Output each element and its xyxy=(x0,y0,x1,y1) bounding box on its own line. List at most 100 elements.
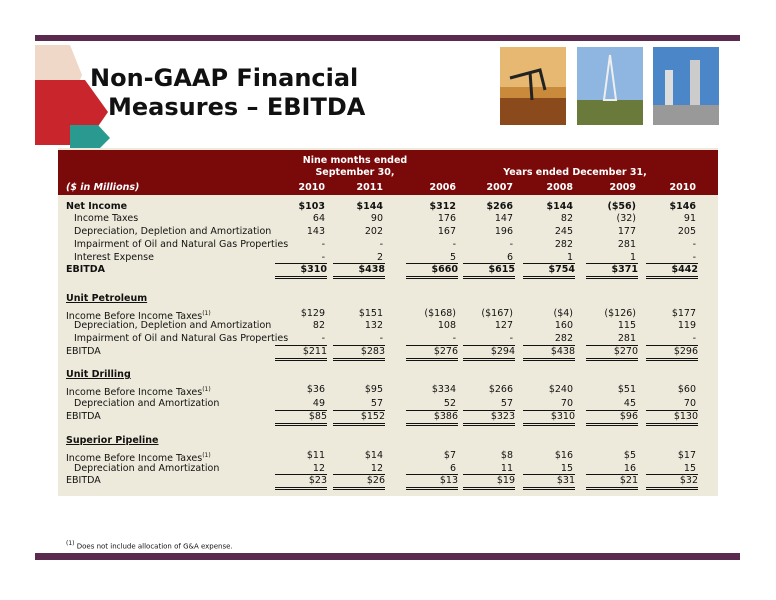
cell: $240 xyxy=(548,384,573,395)
cell: 147 xyxy=(494,213,513,224)
total-cell: $152 xyxy=(333,410,385,426)
cell: 82 xyxy=(312,320,325,331)
cell: 15 xyxy=(683,463,696,474)
cell: - xyxy=(692,252,696,263)
total-cell: $294 xyxy=(463,345,515,361)
cell: 6 xyxy=(506,252,513,263)
cell: 82 xyxy=(560,213,573,224)
total-cell: $270 xyxy=(586,345,638,361)
cell: $151 xyxy=(358,308,383,319)
total-cell: $386 xyxy=(406,410,458,426)
cell: 115 xyxy=(617,320,636,331)
total-cell: $754 xyxy=(523,263,575,279)
total-cell: $23 xyxy=(275,474,327,490)
cell: 282 xyxy=(554,333,573,344)
section-title: Unit Drilling xyxy=(66,369,131,380)
cell: 5 xyxy=(449,252,456,263)
row-label-text: Income Before Income Taxes xyxy=(66,387,203,399)
cell: $129 xyxy=(300,308,325,319)
total-cell: $85 xyxy=(275,410,327,426)
total-cell: $276 xyxy=(406,345,458,361)
cell: - xyxy=(379,239,383,250)
row-note: (1) xyxy=(202,310,211,317)
total-label: EBITDA xyxy=(66,411,101,422)
cell: 176 xyxy=(437,213,456,224)
cell: $16 xyxy=(554,450,573,461)
total-cell: $31 xyxy=(523,474,575,490)
cell: - xyxy=(321,333,325,344)
total-cell: $438 xyxy=(333,263,385,279)
total-cell: $660 xyxy=(406,263,458,279)
cell: (32) xyxy=(616,213,636,224)
section-title: Superior Pipeline xyxy=(66,435,159,446)
cell: - xyxy=(452,239,456,250)
cell: 167 xyxy=(437,226,456,237)
cell: 281 xyxy=(617,333,636,344)
cell: ($168) xyxy=(424,308,456,319)
cell: 143 xyxy=(306,226,325,237)
cell: 70 xyxy=(560,398,573,409)
total-cell: $13 xyxy=(406,474,458,490)
row-label: Income Before Income Taxes(1) xyxy=(66,308,211,323)
cell: $334 xyxy=(431,384,456,395)
cell: - xyxy=(321,252,325,263)
cell: - xyxy=(379,333,383,344)
cell: $146 xyxy=(669,201,696,212)
year-header: 2006 xyxy=(429,182,456,193)
cell: 16 xyxy=(623,463,636,474)
cell: 45 xyxy=(623,398,636,409)
footnote: (1) Does not include allocation of G&A e… xyxy=(66,540,233,550)
header-group: Years ended December 31, xyxy=(503,167,647,178)
title-line: Measures – EBITDA xyxy=(108,93,366,121)
total-cell: $296 xyxy=(646,345,698,361)
cell: $11 xyxy=(306,450,325,461)
row-label-text: Income Before Income Taxes xyxy=(66,311,203,323)
cell: 6 xyxy=(449,463,456,474)
row-label-text: Depreciation, Depletion and Amortization xyxy=(74,226,272,237)
year-header: 2010 xyxy=(669,182,696,193)
cell: ($56) xyxy=(607,201,636,212)
cell: - xyxy=(509,333,513,344)
cell: $17 xyxy=(677,450,696,461)
cell: $14 xyxy=(364,450,383,461)
cell: 57 xyxy=(500,398,513,409)
row-note: (1) xyxy=(202,386,211,393)
row-label-text: Interest Expense xyxy=(74,252,154,263)
footnote-text: Does not include allocation of G&A expen… xyxy=(76,542,233,551)
cell: $266 xyxy=(488,384,513,395)
header-group: Nine months ended xyxy=(302,155,408,166)
cell: $312 xyxy=(429,201,456,212)
row-label-text: Income Before Income Taxes xyxy=(66,453,203,465)
cell: $36 xyxy=(306,384,325,395)
cell: $95 xyxy=(364,384,383,395)
cell: 160 xyxy=(554,320,573,331)
total-label: EBITDA xyxy=(66,264,105,275)
row-label-text: Depreciation and Amortization xyxy=(74,398,220,409)
total-cell: $32 xyxy=(646,474,698,490)
row-label-text: Depreciation and Amortization xyxy=(74,463,220,474)
row-label: Income Taxes xyxy=(74,213,138,225)
cell: $5 xyxy=(623,450,636,461)
cell: 15 xyxy=(560,463,573,474)
total-cell: $130 xyxy=(646,410,698,426)
cell: - xyxy=(509,239,513,250)
cell: 245 xyxy=(554,226,573,237)
cell: ($4) xyxy=(553,308,573,319)
row-label-text: Income Taxes xyxy=(74,213,139,224)
row-label: Depreciation and Amortization xyxy=(74,463,219,475)
row-label-text: Depreciation, Depletion and Amortization xyxy=(74,320,272,331)
cell: 52 xyxy=(443,398,456,409)
total-cell: $96 xyxy=(586,410,638,426)
cell: $60 xyxy=(677,384,696,395)
row-label: Income Before Income Taxes(1) xyxy=(66,450,211,465)
cell: $51 xyxy=(617,384,636,395)
cell: 11 xyxy=(500,463,513,474)
cell: 64 xyxy=(312,213,325,224)
total-cell: $371 xyxy=(586,263,638,279)
total-cell: $19 xyxy=(463,474,515,490)
year-header: 2007 xyxy=(486,182,513,193)
cell: 282 xyxy=(554,239,573,250)
cell: 205 xyxy=(677,226,696,237)
cell: 132 xyxy=(364,320,383,331)
